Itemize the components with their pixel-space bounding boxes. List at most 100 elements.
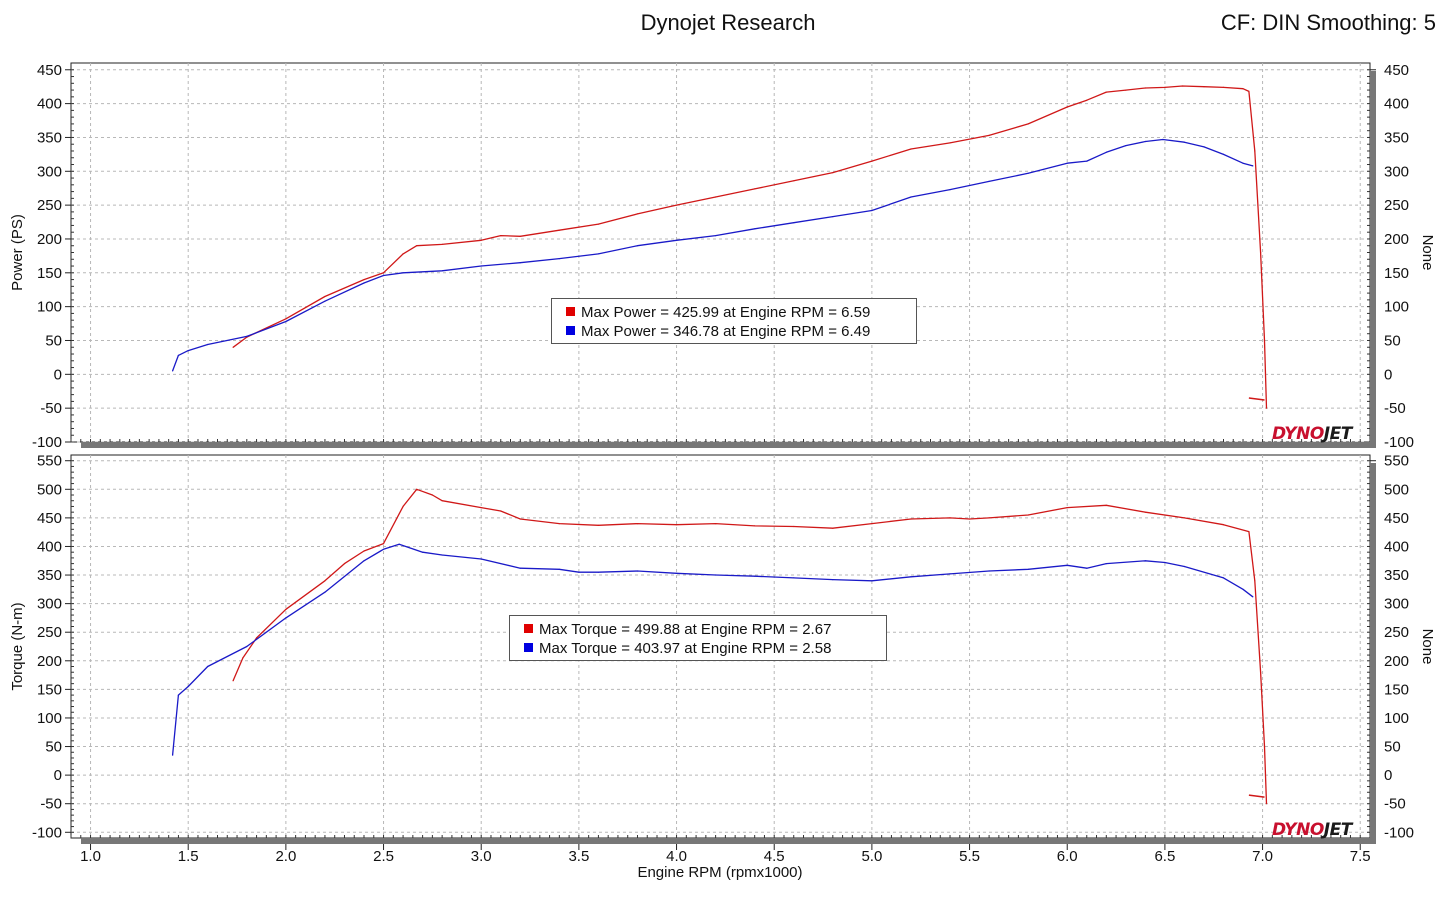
torque-series-1-point [363, 550, 365, 552]
torque-series-2-point [172, 754, 174, 756]
power-series-1-point [382, 272, 385, 274]
torque-series-1-point [675, 524, 678, 526]
power-series-2-point [558, 258, 560, 260]
torque-series-1-point [1144, 511, 1146, 513]
torque-y-tick-label-right: -50 [1384, 796, 1406, 813]
power-series-1-point [1242, 88, 1244, 90]
power-y-tick-label-right: 300 [1384, 163, 1409, 180]
torque-y-tick-label-left: 150 [37, 681, 62, 698]
power-series-2-point [1183, 141, 1185, 143]
power-y-tick-label-left: 250 [37, 197, 62, 214]
power-series-2-point [754, 228, 756, 230]
torque-series-1-point [402, 505, 404, 507]
torque-series-2-point [1242, 588, 1244, 590]
torque-y-tick-label-right: 200 [1384, 653, 1409, 670]
x-tick-label: 1.5 [178, 848, 199, 865]
power-y-tick-label-left: -50 [40, 400, 62, 417]
power-y-tick-label-left: 450 [37, 62, 62, 79]
torque-series-1-point [343, 563, 346, 565]
power-series-2-point [675, 239, 678, 241]
power-series-2-point [597, 253, 600, 255]
power-y-tick-label-right: 50 [1384, 332, 1401, 349]
torque-y-tick-label-right: 450 [1384, 510, 1409, 527]
torque-series-2-point [187, 685, 189, 688]
torque-series-2-point [177, 694, 179, 696]
torque-series-2-point [1105, 563, 1107, 565]
torque-right-axis-label: None [1419, 629, 1436, 665]
power-series-2-point [177, 354, 179, 356]
power-y-tick-label-left: 150 [37, 265, 62, 282]
torque-y-tick-label-left: -100 [32, 824, 62, 841]
power-series-2-point [324, 300, 326, 302]
torque-series-1-point [988, 517, 990, 519]
power-series-2-point [1203, 146, 1205, 148]
power-series-1-point [793, 180, 795, 182]
power-series-2-point [246, 335, 248, 337]
torque-y-tick-label-left: 0 [54, 767, 62, 784]
power-series-1-point [988, 134, 990, 136]
torque-series-1-point [480, 507, 482, 509]
torque-series-2-point [675, 572, 678, 574]
torque-series-1-point [832, 527, 834, 529]
power-series-1-point [1260, 251, 1262, 254]
power-series-1-point [402, 253, 404, 255]
power-y-tick-label-right: -50 [1384, 400, 1406, 417]
power-right-axis-label: None [1419, 235, 1436, 271]
torque-y-tick-label-left: 450 [37, 510, 62, 527]
dynojet-logo-bottom: DYNOJET [1272, 820, 1352, 840]
power-series-1-point [1181, 85, 1184, 87]
power-series-2-point [172, 370, 174, 372]
torque-y-tick-label-left: 550 [37, 453, 62, 470]
power-series-1-point [715, 196, 717, 198]
power-y-tick-label-right: 400 [1384, 96, 1409, 113]
torque-legend-row-2: Max Torque = 403.97 at Engine RPM = 2.58 [524, 639, 874, 658]
torque-legend-row-1: Max Torque = 499.88 at Engine RPM = 2.67 [524, 620, 874, 639]
torque-frame-shadow-right [1370, 463, 1376, 844]
correction-smoothing-info: CF: DIN Smoothing: 5 [1220, 10, 1436, 35]
torque-series-2-point [832, 579, 834, 581]
power-series-1-point [1263, 339, 1266, 342]
power-y-tick-label-right: 350 [1384, 129, 1409, 146]
torque-y-axis-label: Torque (N-m) [9, 602, 26, 690]
torque-series-1-point [597, 524, 600, 526]
power-series-1-point [480, 239, 482, 241]
torque-y-tick-label-right: 50 [1384, 739, 1401, 756]
power-series-1-point [675, 204, 678, 206]
torque-series-1-point [232, 680, 234, 682]
torque-series-2-point [949, 573, 951, 575]
power-y-tick-label-left: 50 [45, 332, 62, 349]
torque-series-1-point [949, 517, 951, 519]
torque-series-1-point [793, 525, 795, 528]
torque-series-1-point [1027, 514, 1029, 516]
power-series-1-point [1086, 99, 1088, 101]
power-series-2-point [1242, 162, 1244, 164]
torque-series-2-point [363, 560, 365, 562]
power-plot-frame [70, 62, 1371, 443]
power-y-tick-label-right: 0 [1384, 366, 1392, 383]
power-y-tick-label-left: -100 [32, 434, 62, 451]
torque-series-2-point [1144, 560, 1146, 562]
torque-y-tick-label-left: 100 [37, 710, 62, 727]
power-series-1-point [519, 235, 521, 237]
torque-series-1-point [441, 500, 443, 502]
torque-series-2-point [246, 645, 248, 648]
torque-series-2-point [441, 554, 443, 556]
torque-y-tick-label-left: 350 [37, 567, 62, 584]
torque-series-1-point [871, 523, 873, 525]
power-series-1-line [232, 85, 1268, 409]
torque-series-2-point [398, 543, 400, 545]
torque-frame-shadow-bottom [81, 838, 1370, 844]
torque-y-tick-label-left: 400 [37, 538, 62, 555]
power-y-tick-label-left: 200 [37, 231, 62, 248]
power-series-1-point [1222, 86, 1225, 88]
legend-swatch-blue [566, 326, 575, 335]
power-panel: -100 -100 -50 -50 0 0 50 50 100 100 150 150 200 200 25… [9, 62, 1436, 451]
torque-y-tick-label-left: 500 [37, 481, 62, 498]
power-series-1-point [1265, 407, 1268, 409]
torque-series-1-point [242, 657, 244, 659]
torque-series-1-point [256, 637, 258, 639]
torque-series-2-point [324, 591, 326, 593]
power-series-1-point [1125, 89, 1127, 91]
power-series-2-point [187, 350, 189, 352]
legend-swatch-blue [524, 643, 533, 652]
